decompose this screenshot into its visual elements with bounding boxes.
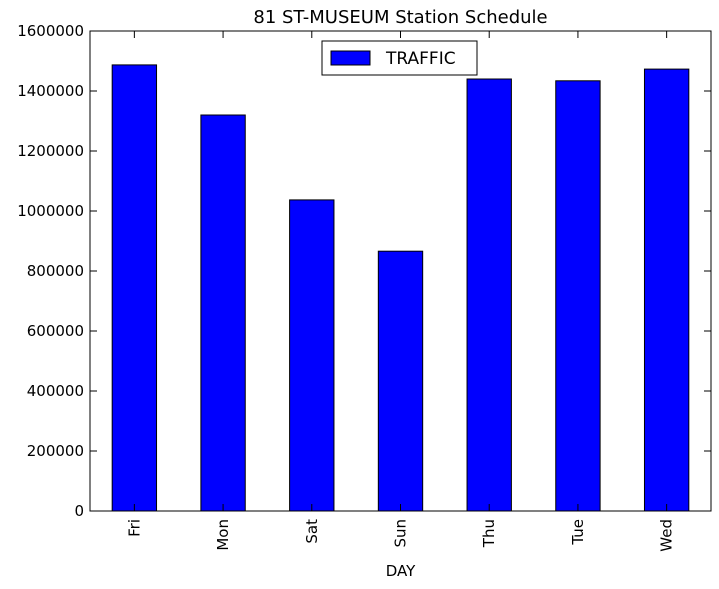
y-tick-label: 400000 [27, 382, 84, 400]
x-axis: Fri Mon Sat Sun Thu Tue Wed [125, 31, 676, 552]
x-tick-label: Sat [303, 519, 321, 544]
legend-swatch [330, 50, 371, 66]
x-tick-label: Thu [480, 519, 498, 548]
plot-frame [89, 30, 712, 512]
legend: TRAFFIC [321, 40, 478, 76]
plot-area [111, 64, 690, 512]
legend-label: TRAFFIC [385, 49, 456, 69]
x-tick-label: Mon [214, 519, 232, 551]
y-tick-label: 800000 [27, 262, 84, 280]
x-tick-label: Fri [125, 519, 143, 537]
x-tick-label: Tue [569, 519, 587, 546]
y-tick-label: 0 [74, 502, 84, 520]
y-tick-label: 1000000 [17, 202, 84, 220]
chart-title: 81 ST-MUSEUM Station Schedule [253, 7, 547, 28]
bar-mon [200, 114, 246, 512]
bar-sun [377, 250, 424, 512]
bar-thu [466, 78, 512, 512]
x-axis-label: DAY [386, 562, 416, 580]
bar-fri [111, 64, 158, 512]
y-tick-label: 1600000 [17, 22, 84, 40]
y-tick-label: 600000 [27, 322, 84, 340]
bar-wed [643, 68, 690, 512]
bar-tue [555, 80, 601, 512]
y-axis: 0 200000 400000 600000 800000 1000000 1200000 1… [17, 22, 711, 520]
y-tick-label: 1200000 [17, 142, 84, 160]
x-tick-label: Wed [658, 519, 676, 552]
y-tick-label: 200000 [27, 442, 84, 460]
y-tick-label: 1400000 [17, 82, 84, 100]
x-tick-label: Sun [392, 519, 410, 548]
bar-sat [289, 199, 335, 512]
